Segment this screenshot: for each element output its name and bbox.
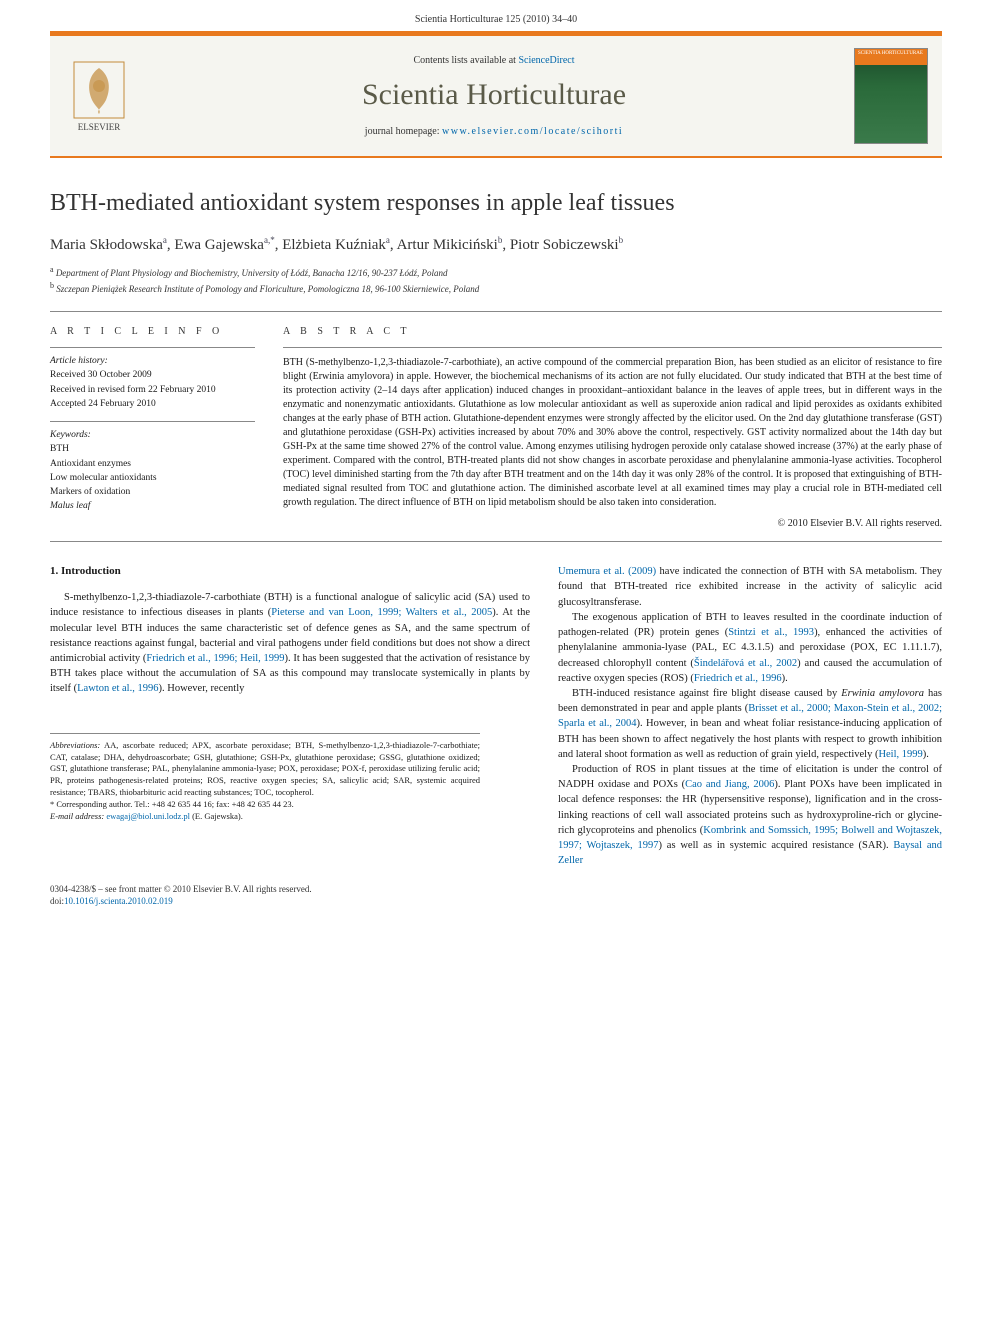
doi-link[interactable]: 10.1016/j.scienta.2010.02.019 (64, 896, 173, 906)
journal-cover-thumbnail: SCIENTIA HORTICULTURAE (854, 48, 928, 144)
keywords-block: Keywords: BTH Antioxidant enzymes Low mo… (50, 421, 255, 524)
keywords-label: Keywords: (50, 428, 255, 442)
elsevier-logo-text: ELSEVIER (78, 122, 121, 132)
abbreviations: Abbreviations: AA, ascorbate reduced; AP… (50, 740, 480, 799)
affiliation-b: b Szczepan Pieniążek Research Institute … (50, 280, 942, 296)
body-paragraph: BTH-induced resistance against fire blig… (558, 686, 942, 762)
running-header: Scientia Horticulturae 125 (2010) 34–40 (0, 0, 992, 31)
homepage-prefix: journal homepage: (365, 126, 442, 137)
homepage-line: journal homepage: www.elsevier.com/locat… (134, 126, 854, 137)
email-label: E-mail address: (50, 811, 104, 821)
footnotes: Abbreviations: AA, ascorbate reduced; AP… (50, 733, 480, 823)
keyword: Markers of oxidation (50, 485, 255, 499)
keyword: Antioxidant enzymes (50, 457, 255, 471)
body-paragraph: The exogenous application of BTH to leav… (558, 610, 942, 686)
history-item: Received 30 October 2009 (50, 368, 255, 382)
journal-title: Scientia Horticulturae (134, 78, 854, 112)
abstract-heading: A B S T R A C T (283, 326, 942, 337)
body-paragraph: Production of ROS in plant tissues at th… (558, 762, 942, 869)
section-heading-intro: 1. Introduction (50, 564, 530, 580)
abbrev-text: AA, ascorbate reduced; APX, ascorbate pe… (50, 740, 480, 798)
email-line: E-mail address: ewagaj@biol.uni.lodz.pl … (50, 811, 480, 823)
homepage-link[interactable]: www.elsevier.com/locate/scihorti (442, 126, 623, 137)
footer-front-matter: 0304-4238/$ – see front matter © 2010 El… (50, 883, 942, 896)
cover-label: SCIENTIA HORTICULTURAE (858, 51, 923, 56)
body-paragraph: S-methylbenzo-1,2,3-thiadiazole-7-carbot… (50, 590, 530, 697)
left-column: 1. Introduction S-methylbenzo-1,2,3-thia… (50, 564, 530, 868)
author-list: Maria Skłodowskaa, Ewa Gajewskaa,*, Elżb… (50, 235, 942, 254)
bottom-orange-bar (50, 156, 942, 158)
keyword: Malus leaf (50, 499, 255, 513)
email-suffix: (E. Gajewska). (190, 811, 243, 821)
history-item: Accepted 24 February 2010 (50, 397, 255, 411)
right-column: Umemura et al. (2009) have indicated the… (558, 564, 942, 868)
abstract-text: BTH (S-methylbenzo-1,2,3-thiadiazole-7-c… (283, 356, 942, 510)
article-info-heading: A R T I C L E I N F O (50, 326, 255, 337)
history-item: Received in revised form 22 February 201… (50, 383, 255, 397)
article-history-block: Article history: Received 30 October 200… (50, 347, 255, 421)
affiliation-a: a Department of Plant Physiology and Bio… (50, 264, 942, 280)
sciencedirect-link[interactable]: ScienceDirect (518, 55, 574, 66)
history-label: Article history: (50, 354, 255, 368)
keyword: Low molecular antioxidants (50, 471, 255, 485)
abbrev-label: Abbreviations: (50, 740, 100, 750)
article-title: BTH-mediated antioxidant system response… (50, 190, 942, 217)
corresponding-author: * Corresponding author. Tel.: +48 42 635… (50, 799, 480, 811)
doi-prefix: doi: (50, 896, 64, 906)
abstract-column: A B S T R A C T BTH (S-methylbenzo-1,2,3… (283, 326, 942, 529)
affiliations: a Department of Plant Physiology and Bio… (50, 264, 942, 295)
contents-line: Contents lists available at ScienceDirec… (134, 55, 854, 66)
article-info-sidebar: A R T I C L E I N F O Article history: R… (50, 326, 255, 529)
contents-prefix: Contents lists available at (413, 55, 518, 66)
body-columns: 1. Introduction S-methylbenzo-1,2,3-thia… (50, 564, 942, 868)
email-link[interactable]: ewagaj@biol.uni.lodz.pl (106, 811, 190, 821)
elsevier-logo: ELSEVIER (64, 54, 134, 139)
footer-doi-line: doi:10.1016/j.scienta.2010.02.019 (50, 895, 942, 908)
body-paragraph: Umemura et al. (2009) have indicated the… (558, 564, 942, 610)
abstract-copyright: © 2010 Elsevier B.V. All rights reserved… (283, 518, 942, 529)
divider-top (50, 311, 942, 312)
divider-after-abstract (50, 541, 942, 542)
page-footer: 0304-4238/$ – see front matter © 2010 El… (50, 883, 942, 908)
keyword: BTH (50, 442, 255, 456)
journal-header-box: ELSEVIER Contents lists available at Sci… (50, 36, 942, 156)
